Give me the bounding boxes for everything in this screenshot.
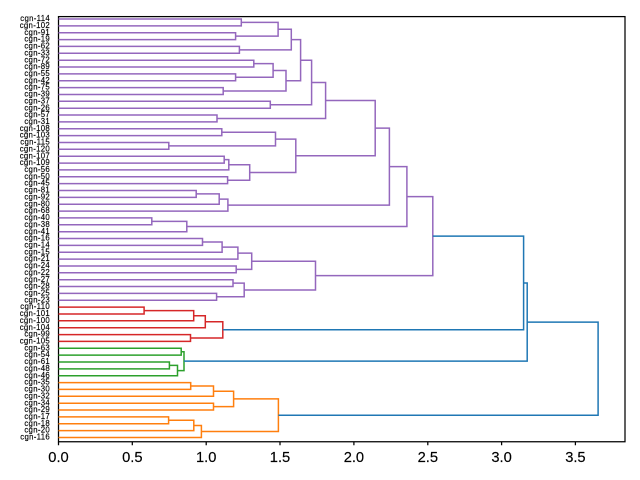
svg-text:cgn-19: cgn-19 (24, 35, 50, 44)
svg-text:cgn-55: cgn-55 (24, 69, 50, 78)
svg-text:cgn-24: cgn-24 (24, 261, 50, 270)
svg-text:cgn-61: cgn-61 (24, 357, 50, 366)
svg-text:cgn-30: cgn-30 (24, 385, 50, 394)
svg-text:cgn-115: cgn-115 (20, 138, 50, 147)
svg-text:cgn-46: cgn-46 (24, 371, 50, 380)
svg-text:cgn-26: cgn-26 (24, 103, 50, 112)
svg-text:cgn-114: cgn-114 (20, 14, 50, 23)
svg-text:cgn-109: cgn-109 (20, 158, 50, 167)
svg-text:cgn-45: cgn-45 (24, 179, 50, 188)
svg-text:cgn-92: cgn-92 (24, 193, 50, 202)
svg-text:cgn-81: cgn-81 (24, 186, 50, 195)
svg-text:3.0: 3.0 (491, 450, 511, 466)
svg-text:cgn-42: cgn-42 (24, 76, 50, 85)
svg-text:cgn-39: cgn-39 (24, 90, 50, 99)
svg-text:cgn-40: cgn-40 (24, 213, 50, 222)
svg-text:cgn-23: cgn-23 (24, 295, 50, 304)
svg-text:cgn-91: cgn-91 (24, 28, 50, 37)
svg-text:0.5: 0.5 (122, 450, 142, 466)
svg-text:cgn-68: cgn-68 (24, 206, 50, 215)
svg-text:cgn-54: cgn-54 (24, 350, 50, 359)
svg-text:cgn-99: cgn-99 (24, 330, 50, 339)
svg-text:cgn-80: cgn-80 (24, 199, 50, 208)
svg-text:cgn-89: cgn-89 (24, 62, 50, 71)
svg-text:cgn-107: cgn-107 (20, 151, 50, 160)
svg-text:cgn-101: cgn-101 (20, 309, 50, 318)
svg-text:cgn-38: cgn-38 (24, 220, 50, 229)
svg-text:cgn-110: cgn-110 (20, 302, 50, 311)
svg-text:cgn-17: cgn-17 (24, 412, 50, 421)
svg-text:cgn-31: cgn-31 (24, 117, 50, 126)
svg-text:cgn-104: cgn-104 (20, 323, 51, 332)
svg-text:cgn-33: cgn-33 (24, 48, 50, 57)
svg-text:cgn-102: cgn-102 (20, 21, 50, 30)
svg-text:cgn-14: cgn-14 (24, 241, 50, 250)
svg-text:cgn-18: cgn-18 (24, 419, 50, 428)
svg-text:cgn-57: cgn-57 (24, 110, 50, 119)
svg-text:cgn-103: cgn-103 (20, 131, 50, 140)
svg-text:cgn-28: cgn-28 (24, 282, 50, 291)
svg-text:cgn-41: cgn-41 (24, 227, 50, 236)
svg-text:cgn-116: cgn-116 (20, 433, 50, 442)
svg-text:cgn-108: cgn-108 (20, 124, 50, 133)
svg-text:0.0: 0.0 (48, 450, 68, 466)
svg-text:cgn-75: cgn-75 (24, 83, 50, 92)
svg-text:cgn-22: cgn-22 (24, 268, 50, 277)
svg-text:cgn-37: cgn-37 (24, 96, 50, 105)
svg-text:cgn-15: cgn-15 (24, 247, 50, 256)
svg-text:1.5: 1.5 (270, 450, 290, 466)
svg-text:2.5: 2.5 (418, 450, 438, 466)
svg-text:cgn-63: cgn-63 (24, 343, 50, 352)
svg-text:cgn-62: cgn-62 (24, 42, 50, 51)
svg-text:cgn-21: cgn-21 (24, 254, 50, 263)
svg-text:cgn-72: cgn-72 (24, 55, 50, 64)
svg-text:cgn-105: cgn-105 (20, 337, 51, 346)
svg-text:cgn-100: cgn-100 (20, 316, 51, 325)
svg-text:cgn-16: cgn-16 (24, 234, 50, 243)
svg-text:2.0: 2.0 (344, 450, 364, 466)
svg-text:cgn-27: cgn-27 (24, 275, 50, 284)
svg-text:cgn-34: cgn-34 (24, 398, 50, 407)
svg-text:cgn-56: cgn-56 (24, 165, 50, 174)
svg-text:cgn-120: cgn-120 (20, 144, 51, 153)
svg-text:1.0: 1.0 (196, 450, 216, 466)
svg-text:cgn-32: cgn-32 (24, 391, 50, 400)
svg-text:cgn-48: cgn-48 (24, 364, 50, 373)
svg-text:cgn-29: cgn-29 (24, 405, 50, 414)
svg-text:cgn-35: cgn-35 (24, 378, 50, 387)
svg-text:cgn-50: cgn-50 (24, 172, 50, 181)
svg-text:cgn-25: cgn-25 (24, 289, 50, 298)
svg-text:3.5: 3.5 (565, 450, 585, 466)
svg-text:cgn-20: cgn-20 (24, 426, 50, 435)
